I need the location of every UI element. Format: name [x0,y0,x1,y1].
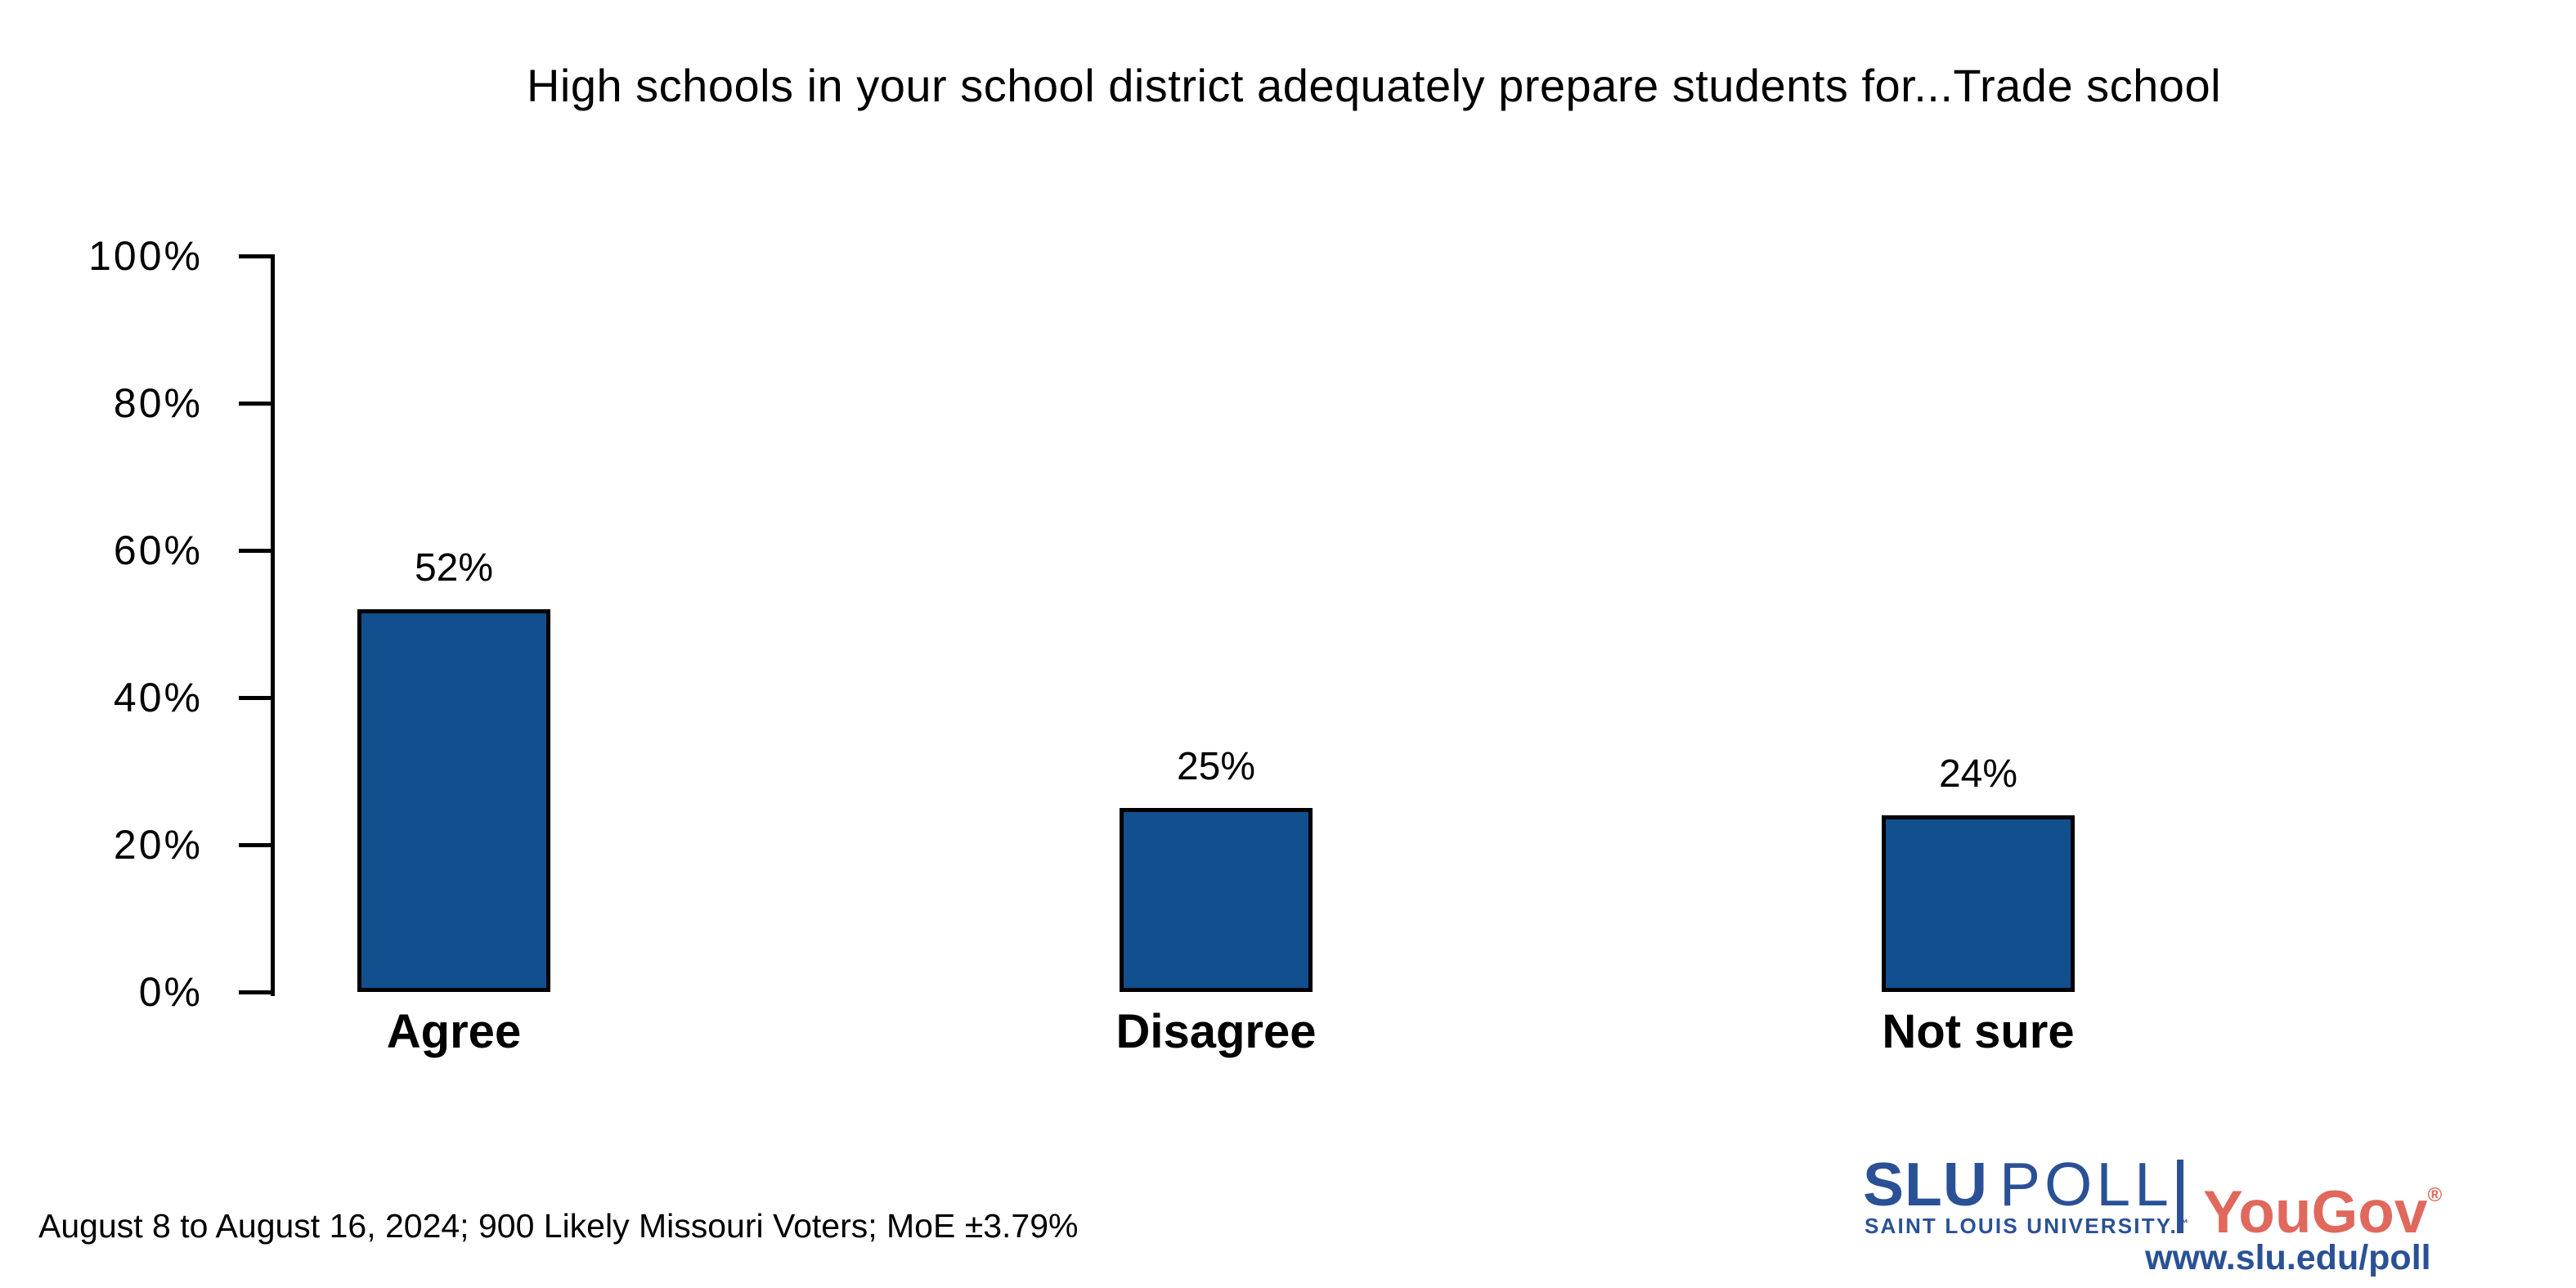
slu-poll-url: www.slu.edu/poll [2145,1238,2431,1277]
y-axis-tick-label: 100% [88,233,203,279]
yougov-logo-text: YouGov [2203,1179,2428,1245]
bar-disagree [1120,808,1313,992]
chart-title: High schools in your school district ade… [526,60,2222,111]
slu-logo-subtitle: SAINT LOUIS UNIVERSITY.™ [1865,1214,2188,1239]
registered-symbol: ® [2427,1184,2443,1206]
y-axis-tick [239,402,275,406]
y-axis-line [271,256,275,996]
slu-poll-logo: SLU POLL [1863,1154,2173,1232]
slu-logo-bold-text: SLU [1863,1150,1988,1218]
yougov-logo: YouGov® [2203,1166,2442,1242]
logo-separator-bar [2177,1160,2183,1233]
slu-subtitle-text: SAINT LOUIS UNIVERSITY. [1865,1214,2178,1238]
y-axis-tick [239,990,275,994]
slu-logo-light-text: POLL [1999,1150,2173,1218]
y-axis-tick-label: 0% [138,969,203,1015]
bar-value-label-not-sure: 24% [1938,752,2018,796]
x-axis-category-label-not-sure: Not sure [1882,1005,2075,1058]
y-axis-tick-label: 40% [113,675,203,720]
bar-agree [357,609,550,992]
y-axis-tick [239,696,275,700]
y-axis-tick [239,843,275,847]
bar-value-label-agree: 52% [414,546,494,590]
bar-value-label-disagree: 25% [1176,745,1256,788]
bar-not-sure [1882,815,2075,992]
survey-methodology-footnote: August 8 to August 16, 2024; 900 Likely … [38,1207,1079,1245]
y-axis-tick [239,254,275,258]
y-axis-tick [239,549,275,553]
y-axis-tick-label: 80% [113,380,203,426]
y-axis-tick-label: 60% [113,527,203,573]
y-axis-tick-label: 20% [113,822,203,868]
x-axis-category-label-agree: Agree [386,1005,522,1058]
x-axis-category-label-disagree: Disagree [1115,1005,1317,1058]
